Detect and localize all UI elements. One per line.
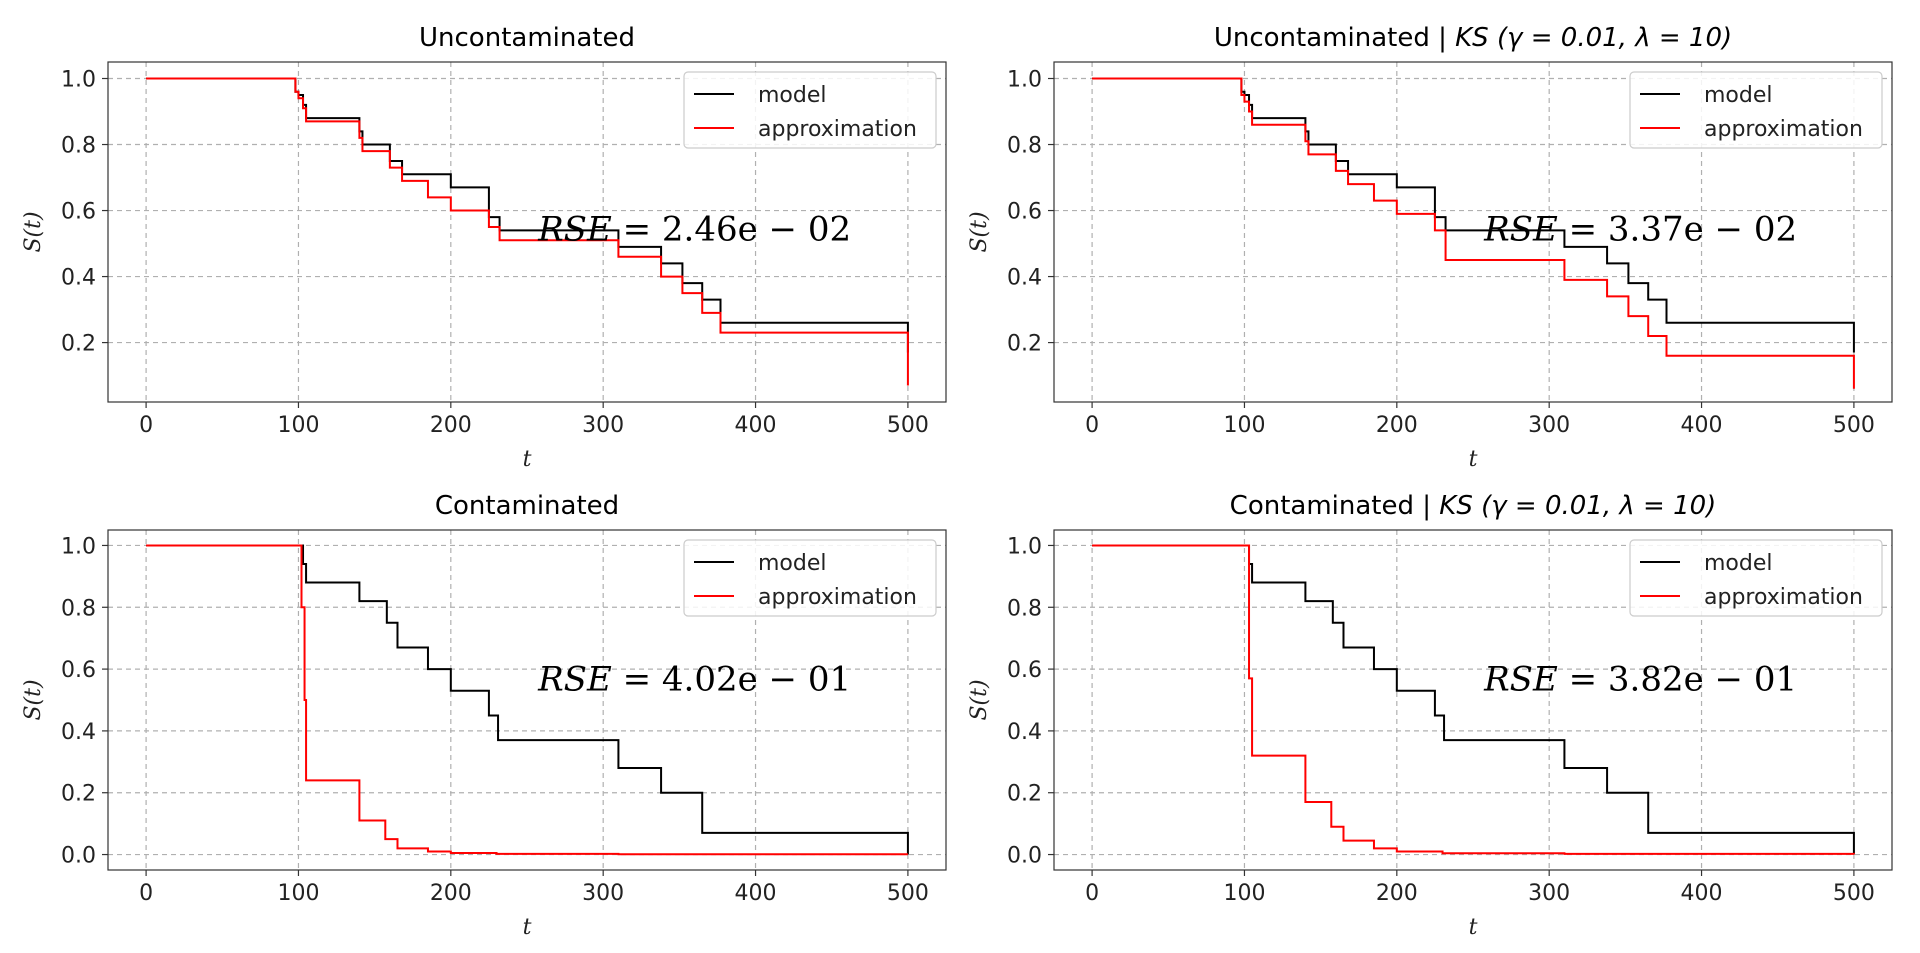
y-tick-label: 0.4	[1007, 266, 1042, 291]
y-tick-label: 0.2	[1007, 782, 1042, 807]
x-axis-label: t	[523, 447, 532, 472]
y-tick-label: 0.6	[61, 200, 96, 225]
y-tick-label: 0.0	[1007, 844, 1042, 869]
y-tick-label: 0.2	[61, 332, 96, 357]
x-tick-label: 0	[1085, 413, 1099, 438]
legend-box	[683, 539, 937, 617]
y-tick-label: 0.8	[61, 134, 96, 159]
y-tick-label: 0.6	[1007, 658, 1042, 683]
y-axis-label: S(t)	[967, 679, 992, 720]
series-line-model	[146, 544, 909, 855]
chart-title: Uncontaminated | KS (γ = 0.01, λ = 10)	[1214, 23, 1732, 53]
chart-panel-3: 0 100 200 300 400 500 0.0 0.2 0.4 0.6 0.8 1.0 t S(t) C…	[21, 491, 947, 940]
legend-label: model	[758, 83, 827, 108]
y-tick-label: 1.0	[1007, 534, 1042, 559]
y-tick-label: 0.8	[1007, 596, 1042, 621]
x-tick-label: 0	[139, 413, 153, 438]
x-tick-label: 200	[1376, 881, 1418, 906]
x-axis-label: t	[523, 915, 532, 940]
x-tick-label: 500	[887, 413, 929, 438]
y-tick-label: 1.0	[1007, 68, 1042, 93]
x-tick-label: 100	[1223, 413, 1265, 438]
x-tick-label: 100	[277, 881, 319, 906]
y-axis-label: S(t)	[967, 211, 992, 252]
x-tick-label: 100	[277, 413, 319, 438]
series-line-approximation	[146, 544, 908, 856]
title-method: KS (γ = 0.01, λ = 10)	[1439, 491, 1716, 521]
chart-panel-2: 0 100 200 300 400 500 0.2 0.4 0.6 0.8 1.0 t S(t) Unco…	[967, 23, 1893, 472]
x-tick-label: 400	[1681, 413, 1723, 438]
y-tick-label: 0.2	[1007, 332, 1042, 357]
legend: model approximation	[683, 539, 937, 617]
legend: model approximation	[1629, 71, 1883, 149]
y-tick-label: 0.0	[61, 844, 96, 869]
axes-frame	[107, 61, 947, 403]
chart-title: Contaminated | KS (γ = 0.01, λ = 10)	[1230, 491, 1717, 521]
rse-annotation: RSE = 4.02e − 01	[537, 660, 851, 700]
x-tick-label: 0	[139, 881, 153, 906]
legend-label: approximation	[758, 585, 917, 610]
axes-frame	[107, 529, 947, 871]
x-tick-label: 100	[1223, 881, 1265, 906]
chart-panel-4: 0 100 200 300 400 500 0.0 0.2 0.4 0.6 0.8 1.0 t S(t) C…	[967, 491, 1893, 940]
x-tick-label: 500	[1833, 413, 1875, 438]
rse-annotation: RSE = 2.46e − 02	[537, 209, 851, 249]
x-tick-label: 200	[1376, 413, 1418, 438]
y-tick-label: 0.6	[61, 658, 96, 683]
x-tick-label: 400	[1681, 881, 1723, 906]
title-method: KS (γ = 0.01, λ = 10)	[1455, 23, 1732, 53]
x-tick-label: 300	[1528, 881, 1570, 906]
x-tick-label: 200	[430, 413, 472, 438]
legend-label: approximation	[1704, 117, 1863, 142]
x-tick-label: 300	[582, 413, 624, 438]
legend-box	[1629, 71, 1883, 149]
y-tick-label: 1.0	[61, 68, 96, 93]
x-tick-label: 400	[735, 881, 777, 906]
y-tick-label: 1.0	[61, 534, 96, 559]
y-tick-label: 0.4	[61, 720, 96, 745]
x-tick-label: 400	[735, 413, 777, 438]
chart-title: Contaminated	[435, 491, 619, 521]
series-line-model	[1092, 544, 1855, 855]
y-axis-label: S(t)	[21, 679, 46, 720]
series-line-approximation	[1092, 77, 1855, 389]
rse-annotation: RSE = 3.82e − 01	[1483, 660, 1797, 700]
legend: model approximation	[1629, 539, 1883, 617]
x-tick-label: 200	[430, 881, 472, 906]
axes-frame	[1053, 529, 1893, 871]
legend-label: approximation	[758, 117, 917, 142]
legend-label: model	[758, 551, 827, 576]
x-tick-label: 300	[582, 881, 624, 906]
y-tick-label: 0.2	[61, 782, 96, 807]
legend-label: model	[1704, 83, 1773, 108]
x-tick-label: 0	[1085, 881, 1099, 906]
x-axis-label: t	[1469, 447, 1478, 472]
x-axis-label: t	[1469, 915, 1478, 940]
legend-label: model	[1704, 551, 1773, 576]
x-tick-label: 300	[1528, 413, 1570, 438]
y-tick-label: 0.4	[1007, 720, 1042, 745]
legend-box	[1629, 539, 1883, 617]
legend-box	[683, 71, 937, 149]
x-tick-label: 500	[1833, 881, 1875, 906]
series-line-approximation	[146, 77, 909, 386]
axes-frame	[1053, 61, 1893, 403]
legend: model approximation	[683, 71, 937, 149]
rse-annotation: RSE = 3.37e − 02	[1483, 209, 1797, 249]
chart-title: Uncontaminated	[419, 23, 635, 53]
y-tick-label: 0.6	[1007, 200, 1042, 225]
y-tick-label: 0.8	[61, 596, 96, 621]
y-axis-label: S(t)	[21, 211, 46, 252]
y-tick-label: 0.4	[61, 266, 96, 291]
legend-label: approximation	[1704, 585, 1863, 610]
y-tick-label: 0.8	[1007, 134, 1042, 159]
x-tick-label: 500	[887, 881, 929, 906]
series-line-approximation	[1092, 544, 1855, 855]
chart-panel-1: 0 100 200 300 400 500 0.2 0.4 0.6 0.8 1.0 t S(t) Unco…	[21, 23, 947, 472]
